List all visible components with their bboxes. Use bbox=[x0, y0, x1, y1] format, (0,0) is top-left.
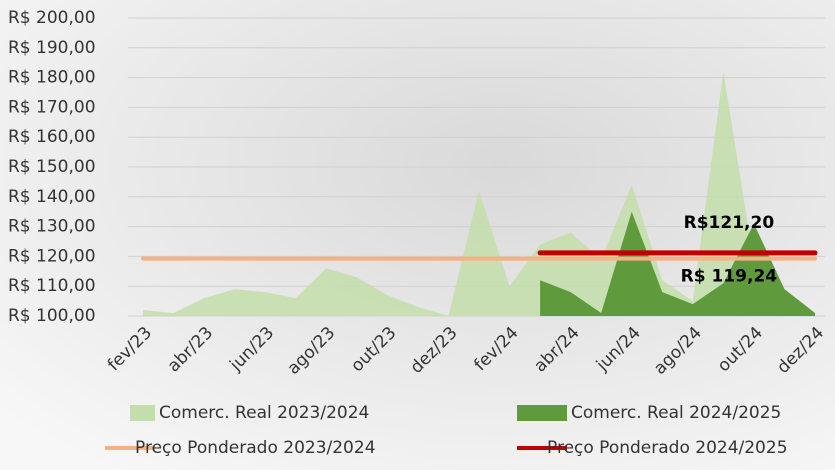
data-label: R$121,20 bbox=[684, 213, 775, 233]
legend-label: Comerc. Real 2023/2024 bbox=[159, 403, 369, 423]
y-tick-label: R$ 180,00 bbox=[8, 68, 96, 88]
y-tick-label: R$ 130,00 bbox=[8, 217, 96, 237]
area bbox=[540, 211, 815, 316]
y-tick-label: R$ 160,00 bbox=[8, 127, 96, 147]
legend-swatch bbox=[517, 405, 567, 421]
data-label: R$ 119,24 bbox=[681, 267, 778, 287]
legend-swatch bbox=[130, 405, 155, 421]
y-tick-label: R$ 100,00 bbox=[8, 306, 96, 326]
y-tick-label: R$ 200,00 bbox=[8, 8, 96, 28]
y-tick-label: R$ 110,00 bbox=[8, 276, 96, 296]
legend-label: Preço Ponderado 2023/2024 bbox=[135, 438, 376, 458]
legend-label: Preço Ponderado 2024/2025 bbox=[547, 438, 788, 458]
legend-label: Comerc. Real 2024/2025 bbox=[571, 403, 781, 423]
y-tick-label: R$ 190,00 bbox=[8, 38, 96, 58]
y-tick-label: R$ 120,00 bbox=[8, 246, 96, 266]
y-tick-label: R$ 150,00 bbox=[8, 157, 96, 177]
y-tick-label: R$ 170,00 bbox=[8, 97, 96, 117]
y-tick-label: R$ 140,00 bbox=[8, 187, 96, 207]
